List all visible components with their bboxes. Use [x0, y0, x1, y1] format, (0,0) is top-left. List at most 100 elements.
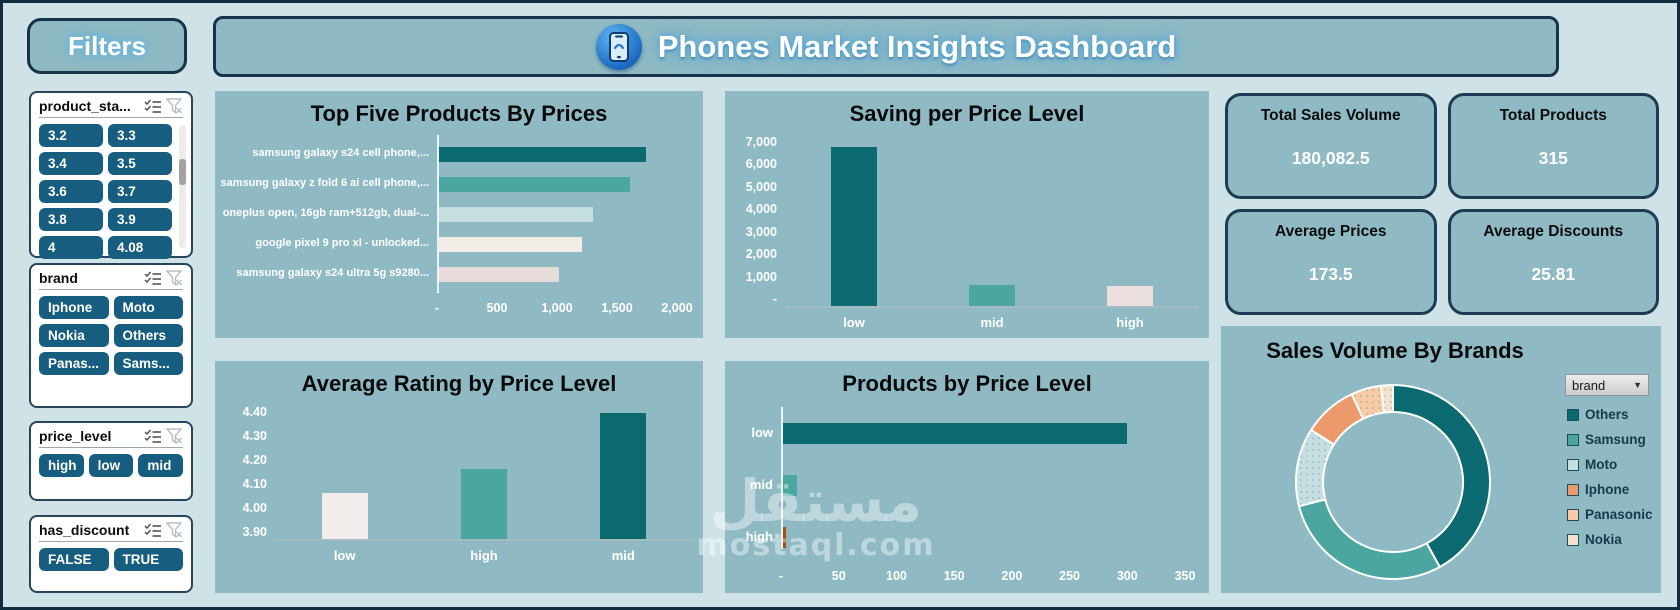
bar-track [781, 422, 1185, 444]
y-tick: 4,000 [745, 202, 777, 217]
page-title: Phones Market Insights Dashboard [657, 28, 1177, 64]
brand-dropdown[interactable]: brand ▼ [1565, 374, 1649, 396]
filter-option-high[interactable]: high [39, 454, 84, 477]
dashboard-header: Phones Market Insights Dashboard [213, 16, 1559, 77]
donut-segment-pattern [1351, 385, 1385, 419]
bar-products_by_price-1[interactable] [781, 474, 798, 496]
donut-legend: Others Samsung Moto Iphone Panasonic Nokia [1567, 402, 1653, 552]
bar-track [437, 176, 677, 192]
legend-item-samsung[interactable]: Samsung [1567, 427, 1653, 452]
x-axis: low high mid [275, 548, 693, 563]
filters-title-label: Filters [67, 30, 147, 61]
checklist-icon[interactable] [144, 99, 162, 114]
filter-option-3-7[interactable]: 3.7 [108, 180, 172, 203]
checklist-icon[interactable] [144, 523, 162, 538]
bar-top_products-3[interactable] [437, 236, 583, 252]
filter-option-3-5[interactable]: 3.5 [108, 152, 172, 175]
bar-products_by_price-0[interactable] [781, 422, 1128, 444]
filter-option-iphone[interactable]: Iphone [39, 296, 109, 319]
filter-option-3-6[interactable]: 3.6 [39, 180, 103, 203]
bar-label: samsung galaxy s24 cell phone,... [252, 148, 429, 160]
clear-filter-icon[interactable] [166, 270, 183, 286]
x-tick: 350 [1174, 569, 1196, 583]
bar-saving_by_price-mid[interactable] [969, 285, 1015, 306]
bar-track [781, 526, 1185, 548]
x-tick: high [1116, 315, 1144, 330]
x-tick: mid [980, 315, 1004, 330]
filter-option-3-9[interactable]: 3.9 [108, 208, 172, 231]
slicer-price_level: price_level high low mid [29, 421, 193, 501]
bar-top_products-2[interactable] [437, 206, 593, 222]
bar-rating_by_price-low[interactable] [321, 493, 368, 539]
bar-top_products-0[interactable] [437, 146, 646, 162]
bar-label: samsung galaxy s24 ultra 5g s9280... [236, 268, 429, 280]
legend-label: Nokia [1585, 532, 1622, 547]
bar-saving_by_price-low[interactable] [831, 147, 877, 306]
slicer-brand: brand Iphone Moto Nokia Others Panas... Sams..… [29, 263, 193, 408]
bar-track [437, 266, 677, 282]
scrollbar-thumb[interactable] [179, 159, 186, 186]
filter-option-moto[interactable]: Moto [113, 296, 183, 319]
filter-option-4-08[interactable]: 4.08 [108, 236, 172, 259]
chart-title: Average Rating by Price Level [301, 371, 617, 396]
legend-item-moto[interactable]: Moto [1567, 452, 1653, 477]
legend-swatch [1567, 408, 1579, 421]
bar-top_products-1[interactable] [437, 176, 631, 192]
kpi-value: 180,082.5 [1291, 148, 1370, 168]
filter-option-true[interactable]: TRUE [113, 548, 183, 571]
filter-option-nokia[interactable]: Nokia [39, 324, 109, 347]
bar-label: oneplus open, 16gb ram+512gb, dual-... [222, 208, 429, 220]
checklist-icon[interactable] [144, 271, 162, 286]
slicer-product_stars: product_sta... 3.2 3.3 3.4 3.5 3.6 3.7 3.8 3.9 4 4… [29, 91, 193, 259]
filter-option-panas-[interactable]: Panas... [39, 352, 109, 375]
y-tick: 4.10 [242, 477, 267, 491]
plot-area [275, 405, 693, 541]
plot-area [785, 135, 1199, 308]
donut-segment-samsung[interactable] [1298, 498, 1441, 580]
chart-title: Sales Volume By Brands [1266, 338, 1524, 363]
legend-item-nokia[interactable]: Nokia [1567, 527, 1653, 552]
donut-segment-others[interactable] [1392, 384, 1491, 568]
bar-top_products-4[interactable] [437, 266, 560, 282]
bar-label: google pixel 9 pro xl - unlocked... [255, 238, 429, 250]
slicer-label: has_discount [39, 522, 130, 538]
bar-track [437, 206, 677, 222]
y-tick: 4.30 [242, 429, 267, 443]
bar-products_by_price-2[interactable] [781, 526, 786, 548]
kpi-card-average-prices: Average Prices 173.5 [1225, 209, 1437, 315]
filter-option-3-2[interactable]: 3.2 [39, 124, 103, 147]
filter-option-3-8[interactable]: 3.8 [39, 208, 103, 231]
slicer-scrollbar[interactable] [179, 125, 186, 248]
bar-saving_by_price-high[interactable] [1107, 286, 1153, 306]
clear-filter-icon[interactable] [166, 522, 183, 538]
filter-option-4[interactable]: 4 [39, 236, 103, 259]
filters-title: Filters [27, 18, 187, 74]
x-tick: 250 [1059, 569, 1080, 583]
bar-rating_by_price-mid[interactable] [600, 413, 647, 539]
clear-filter-icon[interactable] [166, 98, 183, 114]
y-tick: 2,000 [745, 247, 777, 262]
legend-item-iphone[interactable]: Iphone [1567, 477, 1653, 502]
x-tick: 150 [943, 569, 965, 583]
filter-option-low[interactable]: low [88, 454, 134, 477]
chart-title: Saving per Price Level [849, 101, 1085, 126]
axis-line [781, 407, 783, 549]
filter-option-3-4[interactable]: 3.4 [39, 152, 103, 175]
filter-option-mid[interactable]: mid [138, 454, 183, 477]
clear-filter-icon[interactable] [166, 428, 183, 444]
y-tick: 1,000 [745, 269, 777, 284]
bar-row: low [725, 407, 1209, 459]
y-tick: 4.40 [242, 405, 267, 419]
filter-option-sams-[interactable]: Sams... [113, 352, 183, 375]
legend-item-panasonic[interactable]: Panasonic [1567, 502, 1653, 527]
bar-rating_by_price-high[interactable] [460, 469, 507, 539]
filter-option-false[interactable]: FALSE [39, 548, 109, 571]
filter-option-others[interactable]: Others [113, 324, 183, 347]
legend-item-others[interactable]: Others [1567, 402, 1653, 427]
chart-title: Products by Price Level [842, 371, 1092, 396]
chart-title: Top Five Products By Prices [310, 101, 608, 126]
kpi-card-average-discounts: Average Discounts 25.81 [1447, 209, 1659, 315]
checklist-icon[interactable] [144, 429, 162, 444]
filter-option-3-3[interactable]: 3.3 [108, 124, 172, 147]
